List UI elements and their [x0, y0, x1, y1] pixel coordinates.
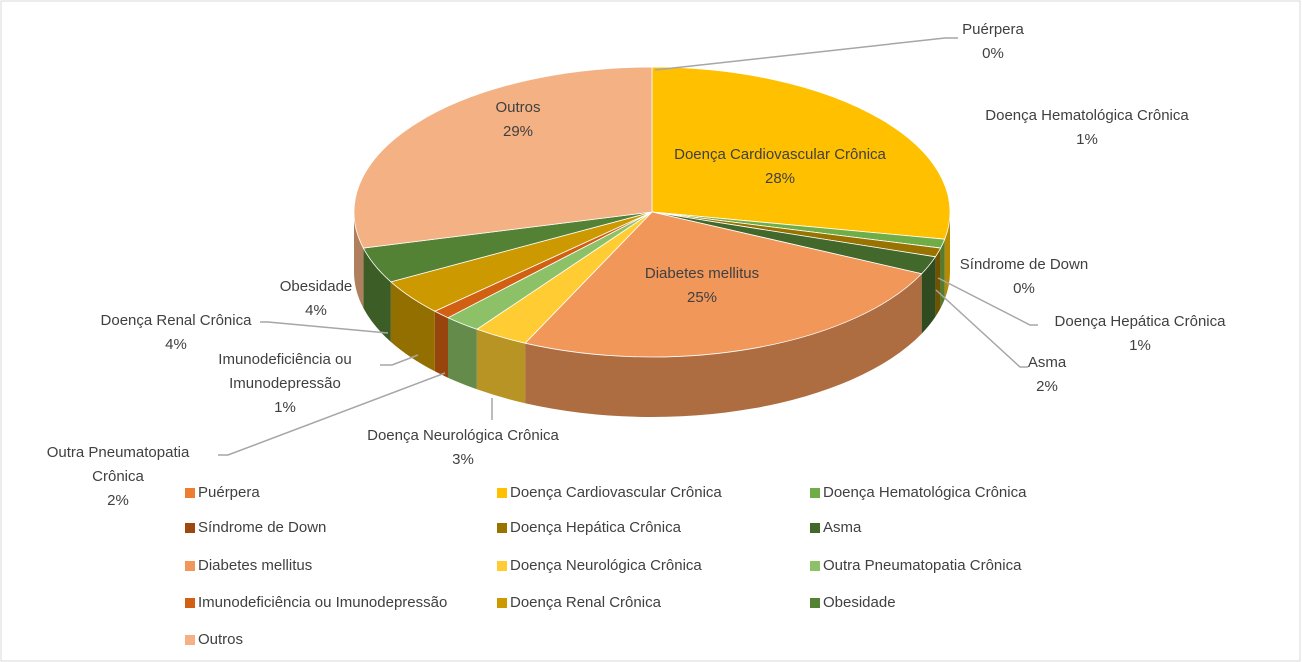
- data-label-name: Outros: [495, 99, 540, 116]
- legend-label: Diabetes mellitus: [198, 557, 312, 574]
- data-label-value: 29%: [503, 123, 533, 140]
- data-label-value: 25%: [687, 289, 717, 306]
- data-label-value: 3%: [452, 451, 474, 468]
- label-line: Doença Cardiovascular Crônica: [674, 146, 886, 163]
- leader-line: [260, 321, 389, 334]
- label-line: Obesidade: [280, 278, 353, 295]
- label-line: Síndrome de Down: [960, 256, 1088, 273]
- label-line: Doença Hepática Crônica: [1055, 313, 1227, 330]
- legend-label: Imunodeficiência ou Imunodepressão: [198, 594, 447, 611]
- data-label-name: Puérpera: [962, 21, 1024, 38]
- slice-side: [476, 329, 526, 404]
- data-label-value: 2%: [1036, 378, 1058, 395]
- data-label-value: 2%: [107, 492, 129, 509]
- leader-lines: [218, 37, 1038, 456]
- legend-swatch: [810, 598, 820, 608]
- legend-swatch: [497, 561, 507, 571]
- legend-label: Outros: [198, 631, 243, 648]
- data-label-name: Doença Hepática Crônica: [1055, 313, 1227, 330]
- slice-side: [944, 212, 950, 300]
- leader-line: [654, 37, 958, 71]
- data-label-name: Doença Renal Crônica: [101, 312, 253, 329]
- legend-swatch: [497, 488, 507, 498]
- legend-label: Doença Cardiovascular Crônica: [510, 484, 722, 501]
- label-line: Doença Neurológica Crônica: [367, 427, 559, 444]
- slice-side: [935, 248, 941, 317]
- data-label-value: 4%: [165, 336, 187, 353]
- data-label-name: Doença Cardiovascular Crônica: [674, 146, 886, 163]
- leader-line: [380, 354, 419, 366]
- label-line: Crônica: [92, 468, 144, 485]
- data-label-value: 28%: [765, 170, 795, 187]
- leader-line: [218, 372, 446, 456]
- legend-label: Doença Hepática Crônica: [510, 519, 682, 536]
- slice-side: [390, 281, 435, 372]
- data-labels: Puérpera 0% Doença Cardiovascular Crônica 2…: [47, 21, 1226, 509]
- label-line: Outros: [495, 99, 540, 116]
- legend-swatch: [185, 488, 195, 498]
- label-line: Puérpera: [962, 21, 1024, 38]
- data-label-value: 1%: [1129, 337, 1151, 354]
- label-line: Outra Pneumatopatia: [47, 444, 190, 461]
- label-line: Asma: [1028, 354, 1067, 371]
- slice-side: [434, 311, 449, 378]
- data-label-name: Asma: [1028, 354, 1067, 371]
- data-label-name: Imunodeficiência ou Imunodepressão: [218, 351, 351, 392]
- legend-label: Outra Pneumatopatia Crônica: [823, 557, 1022, 574]
- data-label-name: Doença Hematológica Crônica: [985, 107, 1189, 124]
- slice-side: [940, 239, 945, 309]
- label-line: Diabetes mellitus: [645, 265, 759, 282]
- legend-swatch: [810, 523, 820, 533]
- slice-side: [448, 317, 477, 390]
- data-label-name: Outra Pneumatopatia Crônica: [47, 444, 190, 485]
- legend-swatch: [497, 523, 507, 533]
- slice: [353, 66, 653, 249]
- legend-swatch: [810, 561, 820, 571]
- legend-swatch: [185, 561, 195, 571]
- legend-label: Doença Renal Crônica: [510, 594, 662, 611]
- legend-label: Doença Neurológica Crônica: [510, 557, 702, 574]
- label-line: Imunodeficiência ou: [218, 351, 351, 368]
- slice: [524, 211, 923, 358]
- label-line: Doença Renal Crônica: [101, 312, 253, 329]
- label-line: Imunodepressão: [229, 375, 341, 392]
- data-label-name: Doença Neurológica Crônica: [367, 427, 559, 444]
- data-label-value: 1%: [1076, 131, 1098, 148]
- data-label-value: 0%: [982, 45, 1004, 62]
- data-label-value: 4%: [305, 302, 327, 319]
- slice-side: [363, 248, 391, 342]
- legend: Puérpera Doença Cardiovascular Crônica Doe…: [185, 484, 1027, 648]
- slice-side: [525, 273, 922, 417]
- legend-swatch: [497, 598, 507, 608]
- data-label-name: Obesidade: [280, 278, 353, 295]
- data-label-name: Diabetes mellitus: [645, 265, 759, 282]
- legend-swatch: [185, 635, 195, 645]
- legend-swatch: [810, 488, 820, 498]
- legend-label: Puérpera: [198, 484, 260, 501]
- leader-line: [937, 277, 1038, 326]
- label-line: Doença Hematológica Crônica: [985, 107, 1189, 124]
- legend-label: Síndrome de Down: [198, 519, 326, 536]
- leader-line: [935, 289, 1028, 368]
- legend-swatch: [185, 523, 195, 533]
- legend-label: Doença Hematológica Crônica: [823, 484, 1027, 501]
- legend-label: Asma: [823, 519, 862, 536]
- slice: [651, 66, 951, 240]
- legend-label: Obesidade: [823, 594, 896, 611]
- legend-swatch: [185, 598, 195, 608]
- data-label-value: 1%: [274, 399, 296, 416]
- slice-side: [921, 256, 936, 334]
- data-label-name: Síndrome de Down: [960, 256, 1088, 273]
- slice-side: [354, 212, 364, 309]
- data-label-value: 0%: [1013, 280, 1035, 297]
- pie: [353, 66, 951, 417]
